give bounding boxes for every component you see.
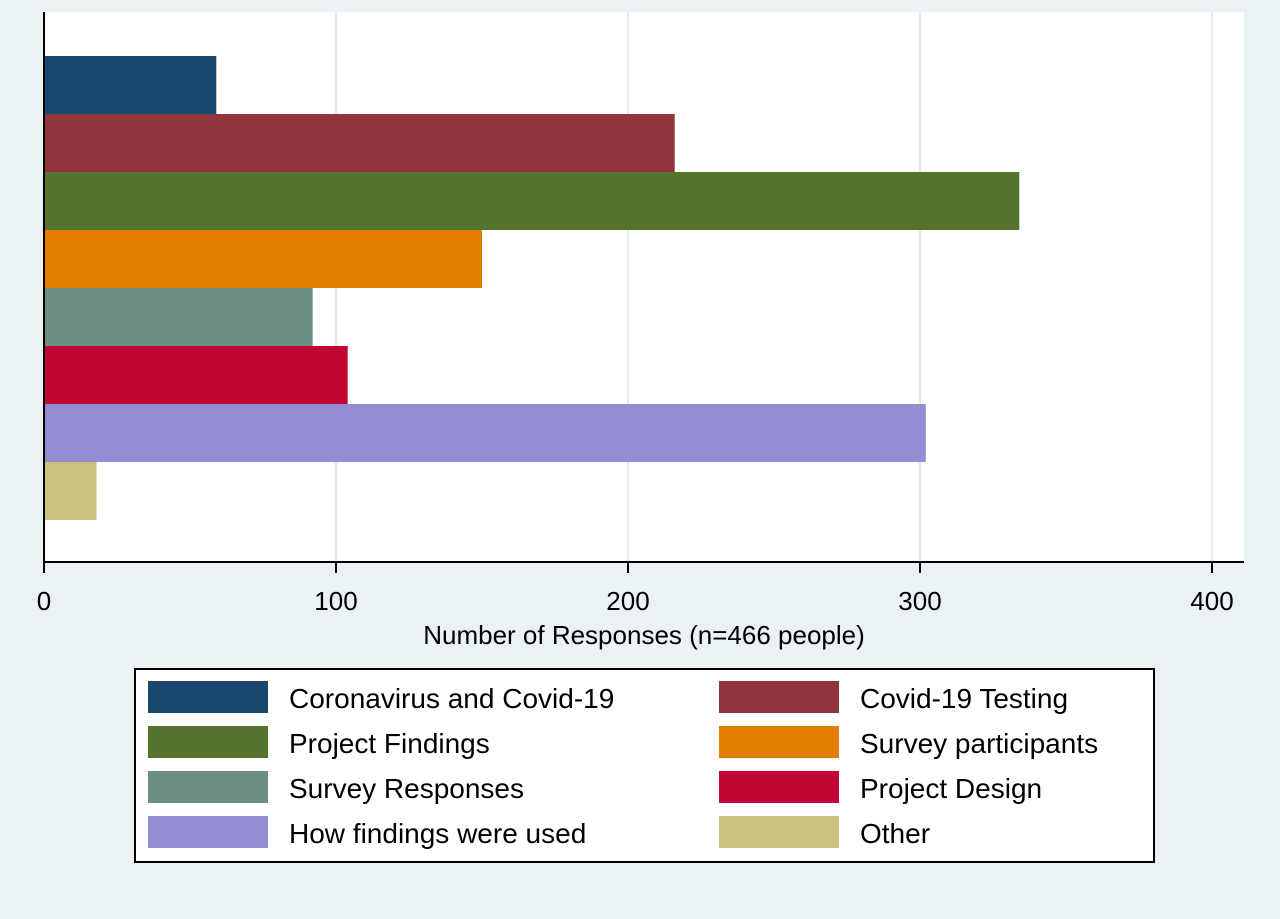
legend-swatch-4	[719, 726, 839, 758]
legend-swatch-6	[719, 771, 839, 803]
x-tick-label-0: 0	[37, 586, 51, 616]
legend-label-6: Project Design	[860, 773, 1042, 804]
legend-label-8: Other	[860, 818, 930, 849]
legend-label-4: Survey participants	[860, 728, 1098, 759]
x-tick-label-300: 300	[898, 586, 941, 616]
bar-6	[44, 346, 348, 404]
grid	[335, 12, 1213, 562]
legend-label-1: Coronavirus and Covid-19	[289, 683, 614, 714]
bar-8	[44, 462, 97, 520]
legend-label-3: Project Findings	[289, 728, 490, 759]
x-tick-label-400: 400	[1190, 586, 1233, 616]
x-axis-ticks: 0 100 200 300 400	[37, 562, 1234, 616]
bar-4	[44, 230, 482, 288]
legend-swatch-3	[148, 726, 268, 758]
legend-label-7: How findings were used	[289, 818, 586, 849]
legend-swatch-7	[148, 816, 268, 848]
legend: Coronavirus and Covid-19 Covid-19 Testing…	[148, 681, 1098, 849]
x-axis-title: Number of Responses (n=466 people)	[423, 620, 865, 650]
bar-3	[44, 172, 1020, 230]
legend-swatch-1	[148, 681, 268, 713]
x-tick-label-100: 100	[314, 586, 357, 616]
x-tick-label-200: 200	[606, 586, 649, 616]
legend-swatch-8	[719, 816, 839, 848]
legend-box	[134, 668, 1155, 863]
bar-2	[44, 114, 675, 172]
bars	[44, 56, 1020, 520]
legend-swatch-5	[148, 771, 268, 803]
legend-swatch-2	[719, 681, 839, 713]
bar-7	[44, 404, 926, 462]
legend-label-5: Survey Responses	[289, 773, 524, 804]
bar-1	[44, 56, 217, 114]
legend-label-2: Covid-19 Testing	[860, 683, 1068, 714]
bar-5	[44, 288, 313, 346]
